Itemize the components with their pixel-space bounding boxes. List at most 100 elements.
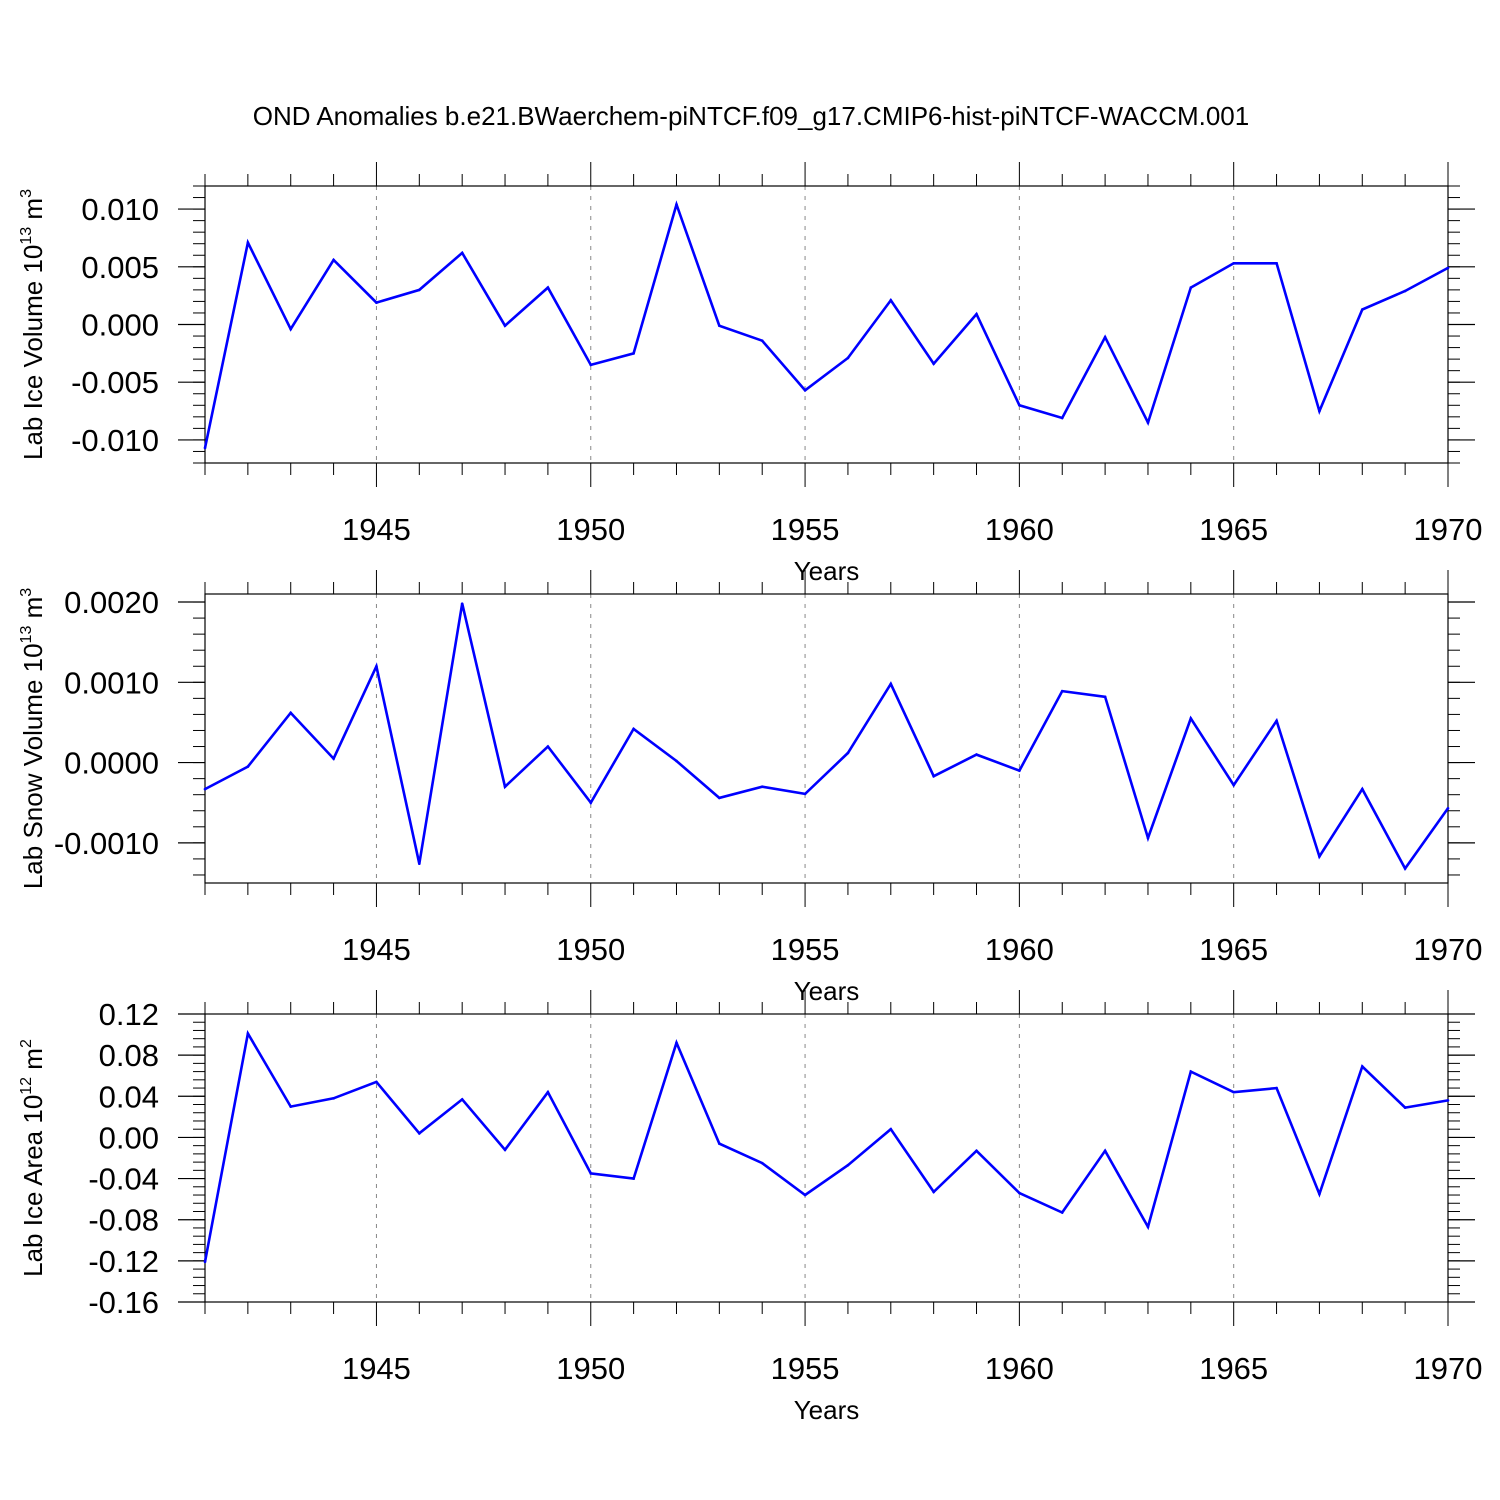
data-point-1959 — [975, 753, 978, 756]
plot-frame — [204, 593, 1449, 884]
y-axis-label-unit-exponent: 2 — [18, 1039, 35, 1048]
x-tick-label-1945: 1945 — [342, 1351, 411, 1386]
y-tick-label: 0.005 — [81, 250, 159, 285]
chart-panels: 1945 1950 1955 1960 1965 1970 Years -0.010 -0.00… — [18, 162, 1482, 1425]
plot-frame — [204, 185, 1449, 464]
data-point-1957 — [889, 298, 893, 302]
y-axis-label-exponent: 13 — [18, 626, 35, 644]
data-point-1963 — [1146, 421, 1150, 424]
x-tick-label-1945: 1945 — [342, 932, 411, 967]
data-point-1961 — [1060, 689, 1064, 693]
x-axis-label: Years — [794, 1395, 860, 1425]
data-point-1946 — [418, 1132, 421, 1135]
data-point-1943 — [289, 1105, 293, 1108]
data-point-1954 — [760, 339, 764, 342]
data-point-1968 — [1360, 1065, 1364, 1068]
data-point-1948 — [503, 785, 507, 788]
data-point-1970 — [1446, 807, 1450, 810]
data-point-1945 — [375, 301, 378, 304]
data-point-1962 — [1103, 1149, 1107, 1153]
data-point-1964 — [1189, 1070, 1193, 1073]
data-point-1944 — [332, 258, 335, 262]
data-point-1945 — [375, 1080, 378, 1084]
y-axis-label: Lab Ice Volume 1013 m3 — [18, 189, 48, 460]
data-point-1964 — [1189, 286, 1193, 289]
y-tick-label: 0.04 — [99, 1079, 159, 1114]
data-point-1942 — [246, 765, 250, 768]
data-point-1950 — [589, 1172, 593, 1175]
data-point-1951 — [632, 352, 635, 355]
data-point-1941 — [203, 787, 207, 791]
x-tick-label-1960: 1960 — [985, 932, 1054, 967]
data-point-1965 — [1232, 1090, 1235, 1094]
data-point-1963 — [1146, 836, 1150, 840]
data-point-1952 — [675, 1041, 678, 1045]
y-tick-label: 0.12 — [99, 997, 159, 1032]
data-point-1947 — [460, 251, 464, 255]
x-tick-label-1945: 1945 — [342, 512, 411, 547]
data-point-1968 — [1360, 308, 1364, 311]
data-point-1949 — [546, 286, 550, 289]
y-axis-label-unit: m — [18, 1048, 48, 1077]
y-tick-label: -0.005 — [71, 365, 159, 400]
y-axis-label: Lab Ice Area 1012 m2 — [18, 1039, 48, 1277]
data-point-1959 — [975, 312, 978, 316]
chart-panel-2: 1945 1950 1955 1960 1965 1970 Years -0.0010 0.00… — [18, 570, 1482, 1006]
y-axis-label-unit: m — [18, 597, 48, 626]
data-point-1951 — [632, 727, 635, 731]
data-point-1958 — [932, 362, 935, 366]
data-point-1953 — [718, 324, 721, 327]
x-tick-label-1955: 1955 — [771, 1351, 840, 1386]
x-tick-label-1960: 1960 — [985, 512, 1054, 547]
y-axis-label-text: Lab Snow Volume 10 — [18, 643, 48, 889]
data-point-1948 — [503, 324, 507, 327]
data-point-1967 — [1318, 409, 1321, 413]
series-line — [204, 603, 1450, 871]
data-point-1962 — [1103, 695, 1107, 699]
data-point-1958 — [932, 774, 935, 778]
plot-frame — [204, 1013, 1449, 1303]
y-tick-label: -0.08 — [88, 1203, 159, 1238]
x-tick-label-1955: 1955 — [771, 932, 840, 967]
data-point-1955 — [803, 1193, 807, 1197]
data-point-1949 — [546, 1090, 550, 1094]
data-point-1941 — [203, 446, 207, 450]
data-point-1960 — [1018, 403, 1021, 407]
data-point-1960 — [1018, 769, 1021, 772]
data-point-1942 — [246, 1032, 250, 1035]
y-tick-label: 0.010 — [81, 192, 159, 227]
data-point-1969 — [1403, 289, 1407, 293]
chart-panel-3: 1945 1950 1955 1960 1965 1970 Years -0.16 -0.12 -… — [18, 990, 1482, 1425]
y-tick-label: -0.16 — [88, 1285, 159, 1320]
x-tick-label-1970: 1970 — [1414, 932, 1483, 967]
data-point-1970 — [1446, 266, 1450, 270]
data-point-1968 — [1360, 787, 1364, 791]
data-point-1960 — [1018, 1191, 1021, 1195]
x-tick-label-1965: 1965 — [1199, 512, 1268, 547]
y-tick-label: 0.000 — [81, 308, 159, 343]
data-point-1955 — [803, 792, 807, 796]
x-tick-label-1950: 1950 — [556, 1351, 625, 1386]
y-tick-label: 0.08 — [99, 1038, 159, 1073]
data-point-1962 — [1103, 335, 1107, 339]
data-point-1966 — [1275, 262, 1278, 265]
data-point-1946 — [418, 288, 421, 292]
x-tick-label-1965: 1965 — [1199, 1351, 1268, 1386]
data-point-1950 — [589, 801, 593, 805]
data-point-1949 — [546, 745, 550, 748]
series-line — [203, 200, 1449, 449]
x-tick-label-1965: 1965 — [1199, 932, 1268, 967]
data-point-1954 — [760, 1161, 764, 1165]
data-point-1952 — [675, 759, 678, 763]
data-point-1947 — [460, 1098, 464, 1101]
data-point-1969 — [1403, 867, 1407, 870]
y-axis-label-exponent: 12 — [18, 1077, 35, 1095]
y-tick-label: -0.0010 — [54, 826, 159, 861]
data-point-1958 — [932, 1190, 935, 1194]
data-point-1967 — [1318, 1192, 1321, 1196]
data-point-1946 — [418, 862, 421, 866]
y-tick-label: -0.010 — [71, 423, 159, 458]
data-point-1955 — [803, 388, 807, 392]
y-tick-label: 0.0000 — [64, 746, 159, 781]
